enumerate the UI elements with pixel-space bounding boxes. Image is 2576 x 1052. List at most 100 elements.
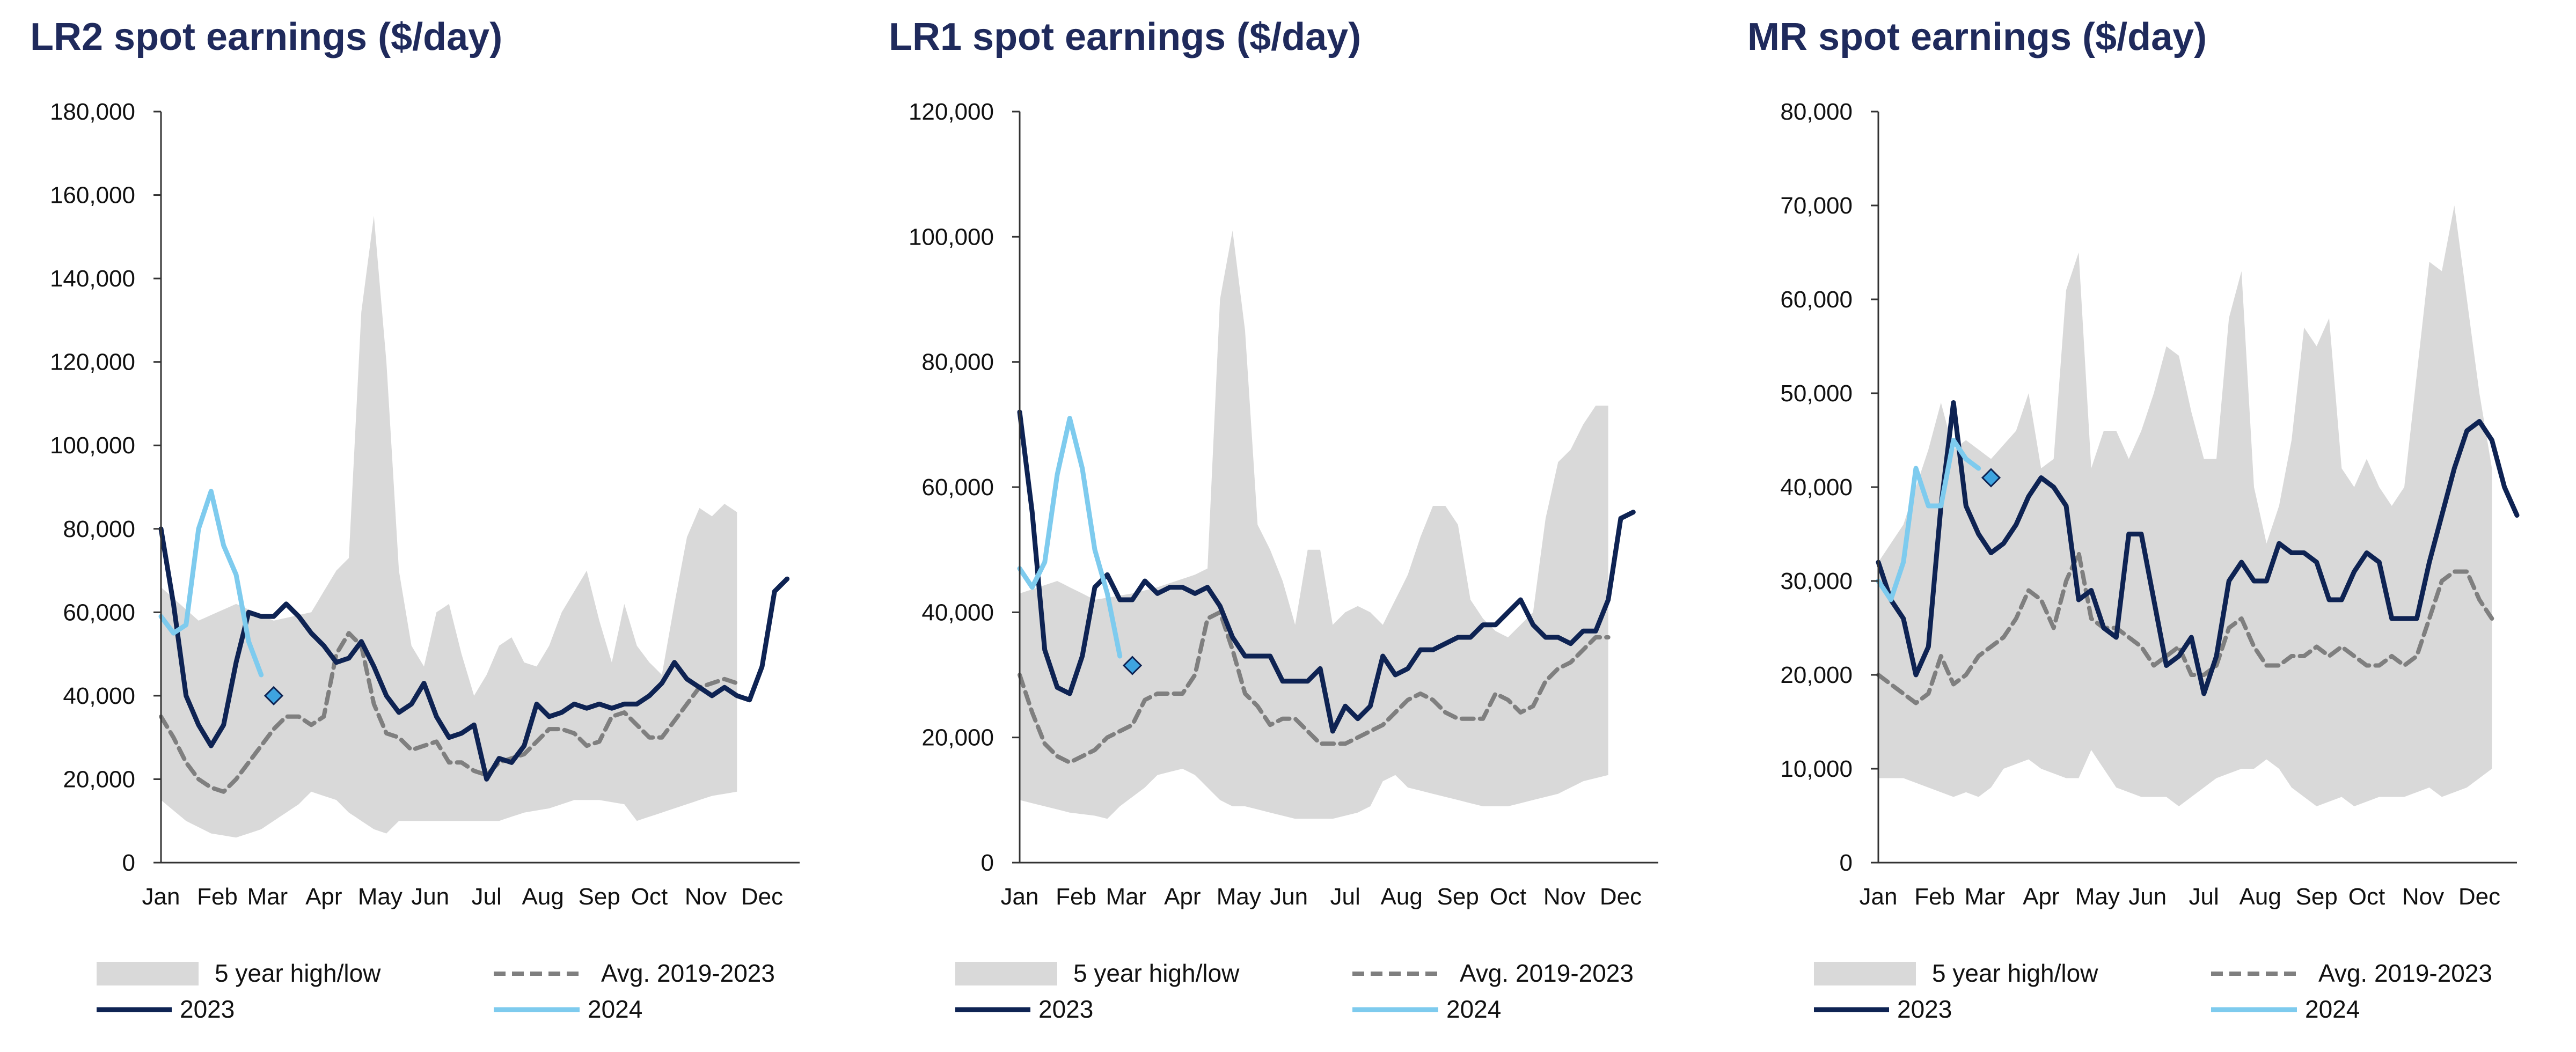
y-tick-label: 10,000: [1780, 756, 1853, 782]
legend-label-2023: 2023: [1897, 995, 1952, 1023]
y-tick-label: 60,000: [63, 599, 135, 626]
y-tick-label: 140,000: [50, 266, 135, 292]
legend-label-2024: 2024: [2305, 995, 2360, 1023]
chart-panel-mr: MR spot earnings ($/day) 0 10,000 20,000 30…: [1717, 0, 2576, 1052]
chart-panel-lr2: LR2 spot earnings ($/day) 0 20,000 40,000 6…: [0, 0, 859, 1052]
data-marker: [1981, 468, 2001, 488]
x-tick-label: Oct: [1490, 884, 1526, 910]
x-tick-label: Apr: [2023, 884, 2059, 910]
chart-svg: 0 20,000 40,000 60,000 80,000 100,000 120,000 J…: [909, 99, 1658, 1023]
x-tick-label: Nov: [2402, 884, 2444, 910]
y-tick-label: 120,000: [909, 99, 994, 125]
legend-swatch-band: [955, 962, 1057, 985]
legend-label-avg: Avg. 2019-2023: [2318, 959, 2492, 987]
x-tick-label: Feb: [1056, 884, 1096, 910]
x-tick-label: Mar: [1964, 884, 2005, 910]
band-area: [1020, 230, 1608, 819]
y-tick-label: 30,000: [1780, 568, 1853, 594]
x-tick-label: Mar: [247, 884, 288, 910]
x-tick-label: Jun: [2128, 884, 2167, 910]
x-tick-label: Jul: [472, 884, 502, 910]
x-tick-label: Oct: [631, 884, 668, 910]
x-tick-label: Dec: [2458, 884, 2500, 910]
legend-label-avg: Avg. 2019-2023: [601, 959, 775, 987]
series-line-2023: [1876, 400, 2520, 696]
data-marker: [1122, 656, 1143, 675]
y-tick-label: 70,000: [1780, 193, 1853, 219]
x-tick-label: Jul: [2189, 884, 2219, 910]
x-tick-label: Jan: [1001, 884, 1039, 910]
series-line-2024: [1876, 438, 1981, 602]
legend-label-band: 5 year high/low: [1073, 959, 1240, 987]
y-tick-label: 120,000: [50, 349, 135, 376]
legend-label-2024: 2024: [588, 995, 642, 1023]
x-tick-label: Feb: [197, 884, 238, 910]
y-tick-label: 20,000: [921, 725, 994, 751]
y-tick-label: 0: [981, 850, 994, 876]
x-tick-label: Dec: [741, 884, 783, 910]
y-tick-label: 40,000: [921, 599, 994, 626]
y-tick-label: 100,000: [909, 224, 994, 250]
y-tick-label: 160,000: [50, 182, 135, 209]
series-line-avg: [1018, 610, 1611, 765]
y-tick-label: 40,000: [63, 683, 135, 709]
x-tick-label: May: [2075, 884, 2120, 910]
y-tick-label: 60,000: [1780, 286, 1853, 313]
x-tick-label: Aug: [522, 884, 564, 910]
x-tick-label: Jan: [142, 884, 180, 910]
chart-title: LR2 spot earnings ($/day): [30, 16, 503, 58]
x-tick-label: Nov: [685, 884, 727, 910]
x-tick-label: Jun: [1270, 884, 1308, 910]
x-tick-label: Jun: [411, 884, 449, 910]
x-tick-label: Jan: [1860, 884, 1898, 910]
y-tick-label: 100,000: [50, 432, 135, 459]
x-tick-label: Sep: [579, 884, 620, 910]
x-tick-label: Apr: [1164, 884, 1201, 910]
series-line-2024: [1017, 416, 1123, 659]
legend-label-band: 5 year high/low: [215, 959, 381, 987]
x-tick-label: May: [358, 884, 402, 910]
legend-label-avg: Avg. 2019-2023: [1460, 959, 1634, 987]
legend-swatch-band: [1814, 962, 1916, 985]
legend-swatch-band: [97, 962, 199, 985]
y-tick-label: 60,000: [921, 474, 994, 501]
y-tick-label: 50,000: [1780, 380, 1853, 407]
y-tick-label: 180,000: [50, 99, 135, 125]
x-tick-label: Aug: [1381, 884, 1423, 910]
series-line-2023: [1017, 409, 1636, 734]
y-tick-label: 20,000: [63, 766, 135, 792]
series-line-avg: [1876, 550, 2494, 705]
y-tick-label: 0: [1840, 850, 1853, 876]
chart-svg: 0 10,000 20,000 30,000 40,000 50,000 60,000 70,…: [1780, 99, 2520, 1023]
x-tick-label: Jul: [1330, 884, 1360, 910]
y-tick-label: 40,000: [1780, 474, 1853, 501]
chart-title: LR1 spot earnings ($/day): [889, 16, 1362, 58]
y-tick-label: 20,000: [1780, 662, 1853, 688]
x-tick-label: Apr: [305, 884, 342, 910]
band-area: [1878, 205, 2492, 806]
chart-title: MR spot earnings ($/day): [1747, 16, 2207, 58]
x-tick-label: Nov: [1543, 884, 1585, 910]
x-tick-label: Aug: [2240, 884, 2281, 910]
series-line-avg: [159, 631, 740, 794]
x-tick-label: Sep: [1437, 884, 1479, 910]
x-tick-label: Feb: [1914, 884, 1955, 910]
x-tick-label: May: [1217, 884, 1261, 910]
y-tick-label: 80,000: [63, 516, 135, 542]
x-tick-label: Sep: [2296, 884, 2338, 910]
legend-label-2024: 2024: [1446, 995, 1501, 1023]
band-area: [161, 216, 737, 838]
y-tick-label: 80,000: [921, 349, 994, 376]
x-tick-label: Mar: [1106, 884, 1146, 910]
legend-label-2023: 2023: [180, 995, 235, 1023]
series-line-2024: [158, 489, 264, 678]
chart-svg: 0 20,000 40,000 60,000 80,000 100,000 120,000 1…: [50, 99, 800, 1023]
x-tick-label: Dec: [1600, 884, 1642, 910]
legend-label-band: 5 year high/low: [1932, 959, 2098, 987]
y-tick-label: 80,000: [1780, 99, 1853, 125]
y-tick-label: 0: [122, 850, 135, 876]
series-line-2023: [158, 526, 790, 782]
legend-label-2023: 2023: [1038, 995, 1093, 1023]
chart-panel-lr1: LR1 spot earnings ($/day) 0 20,000 40,000 6…: [859, 0, 1717, 1052]
